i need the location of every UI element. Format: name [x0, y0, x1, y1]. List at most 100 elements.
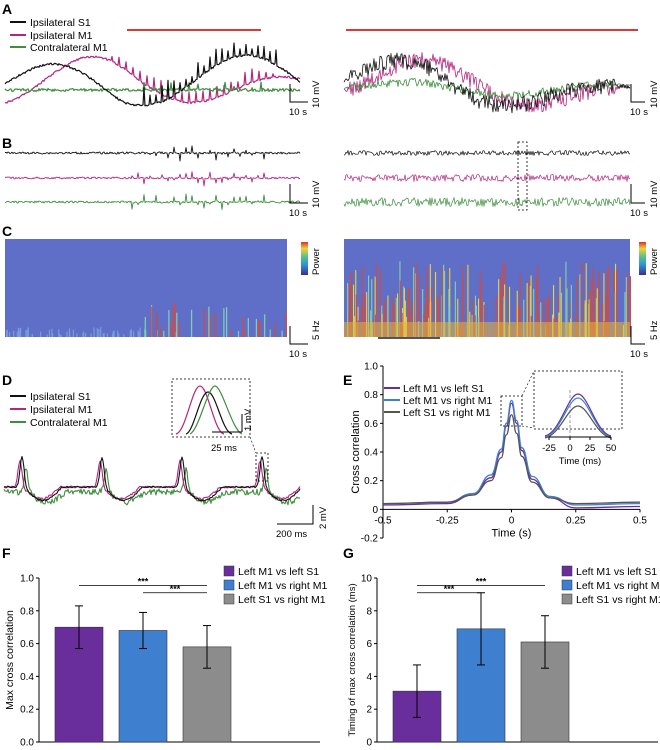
- spectrogram-left-band: [26, 329, 28, 337]
- spectrogram-right-band: [371, 279, 373, 337]
- chartF-legend-swatch-0: [223, 565, 235, 577]
- spectrogram-right-band: [353, 284, 355, 337]
- spectrogram-left-band: [112, 331, 114, 337]
- chartG-legend-swatch-0: [561, 565, 573, 577]
- panel-label-c: C: [2, 223, 12, 239]
- spectrogram-left-band: [269, 329, 271, 337]
- spectrogram-left-band: [170, 322, 172, 337]
- spectrogram-right-band: [560, 292, 562, 337]
- spectrogram-right-band: [498, 279, 500, 337]
- spectrogram-right-band: [528, 280, 530, 337]
- chartF-bar-0: [54, 626, 104, 743]
- spectrogram-left-band: [144, 317, 146, 337]
- spectrogram-right-band: [495, 296, 497, 337]
- inset-d-amp: 1 mV: [243, 408, 254, 431]
- spectrogram-right-band: [368, 275, 370, 337]
- scalebar-c-left: 10 s 5 Hz: [289, 320, 322, 360]
- spectrogram-left-band: [13, 330, 15, 337]
- spectrogram-right-band: [404, 300, 406, 337]
- chartG-y-tick-label: 4: [366, 672, 372, 683]
- spectrogram-right-band: [437, 298, 439, 337]
- spectrogram-right-band: [444, 271, 446, 337]
- spectrogram-right-band: [530, 275, 532, 337]
- spectrogram-right-band: [428, 298, 430, 337]
- legend-d-s1: Ipsilateral S1: [30, 391, 91, 403]
- chartG-ylabel: Timing of max cross correlation (ms): [347, 583, 358, 736]
- spectrogram-right-band: [605, 293, 607, 337]
- spectrogram-right-band: [560, 304, 562, 337]
- spectrogram-right-band: [624, 291, 626, 337]
- spectrogram-right-band: [425, 303, 427, 337]
- scale-c-freq-right: 5 Hz: [649, 320, 660, 340]
- spectrogram-right-band: [448, 289, 450, 337]
- inset-d-time: 25 ms: [211, 443, 237, 454]
- spectrogram-left-band: [208, 306, 210, 337]
- spectrogram-right-band: [393, 304, 395, 337]
- spectrogram-left-band: [151, 306, 153, 337]
- spectrogram-right-band: [415, 262, 417, 337]
- spectrogram-right-band: [509, 286, 511, 337]
- spectrogram-left-band: [60, 335, 62, 337]
- spectrogram-left-band: [17, 328, 19, 337]
- scale-b-amp-right: 10 mV: [649, 180, 660, 208]
- spectrogram-left-band: [20, 328, 22, 337]
- spectrogram-right-band: [584, 303, 586, 337]
- spectrogram-right-band: [475, 305, 477, 337]
- spectrogram-left-band: [264, 314, 266, 337]
- spectrogram-right-band: [500, 273, 502, 337]
- chartG-legend-swatch-2: [561, 593, 573, 605]
- spectrogram-left-band: [66, 331, 68, 337]
- spectrogram-left-band: [90, 333, 92, 337]
- spectrogram-right-band: [553, 285, 555, 337]
- trace-b-left-1: [4, 171, 301, 187]
- spectrogram-right-band: [426, 288, 428, 337]
- spectrogram-right-band: [592, 268, 594, 337]
- scale-d-amp: 2 mV: [318, 506, 329, 529]
- spectrogram-left-band: [103, 332, 105, 337]
- spectrogram-right-band: [462, 277, 464, 337]
- spectrogram-right-band: [379, 269, 381, 337]
- chartF-y-tick-label: 0.6: [20, 639, 34, 650]
- spectrogram-right-band: [566, 288, 568, 337]
- inset-e: [533, 370, 623, 430]
- spectrogram-left-band: [96, 328, 98, 337]
- spectrogram-right-band: [480, 281, 482, 337]
- trace-a-left-ipsi-s1: [4, 42, 301, 107]
- spectrogram-left-band: [113, 330, 115, 337]
- spectrogram-right-band: [595, 298, 597, 337]
- e-y-tick-label: 0: [372, 505, 378, 516]
- spectrogram-left-band: [59, 334, 61, 337]
- spectrogram-left-band: [138, 332, 140, 337]
- panel-label-f: F: [2, 545, 11, 561]
- spectrogram-right-band: [350, 272, 352, 337]
- spectrogram-right-band: [366, 291, 368, 337]
- spectrogram-left-band: [48, 329, 50, 337]
- trace-a-right-ipsi-m1: [343, 52, 631, 113]
- spectrogram-right-band: [426, 267, 428, 337]
- spectrogram-left-band: [76, 333, 78, 337]
- spectrogram-left-band: [230, 329, 232, 337]
- spectrogram-left-band: [118, 333, 120, 337]
- spectrogram-right-band: [588, 299, 590, 337]
- spectrogram-right-band: [361, 297, 363, 337]
- spectrogram-left-band: [174, 303, 176, 337]
- spectrogram-left-band: [139, 327, 141, 337]
- chartF-ylabel: Max cross correlation: [4, 610, 16, 710]
- spectrogram-right-band: [614, 292, 616, 337]
- panel-d: D Ipsilateral S1 Ipsilateral M1 Contrala…: [2, 372, 329, 540]
- spectrogram-right-band: [418, 275, 420, 337]
- inset-e-blue: [544, 397, 612, 438]
- spectrogram-right-band: [364, 294, 366, 337]
- spectrogram-left-band: [130, 329, 132, 337]
- spectrogram-right-band: [479, 271, 481, 337]
- spectrogram-right-band: [598, 271, 600, 337]
- traces-a-left: [4, 42, 301, 107]
- spectrogram-right-band: [500, 290, 502, 337]
- spectrogram-left-band: [258, 321, 260, 337]
- chartG-legend-label-2: Left S1 vs right M1: [576, 594, 660, 606]
- spectrogram-left-band: [215, 313, 217, 337]
- scale-d-time: 200 ms: [276, 529, 307, 540]
- spectrogram-left-band: [46, 334, 48, 337]
- spectrogram-right-band: [355, 294, 357, 337]
